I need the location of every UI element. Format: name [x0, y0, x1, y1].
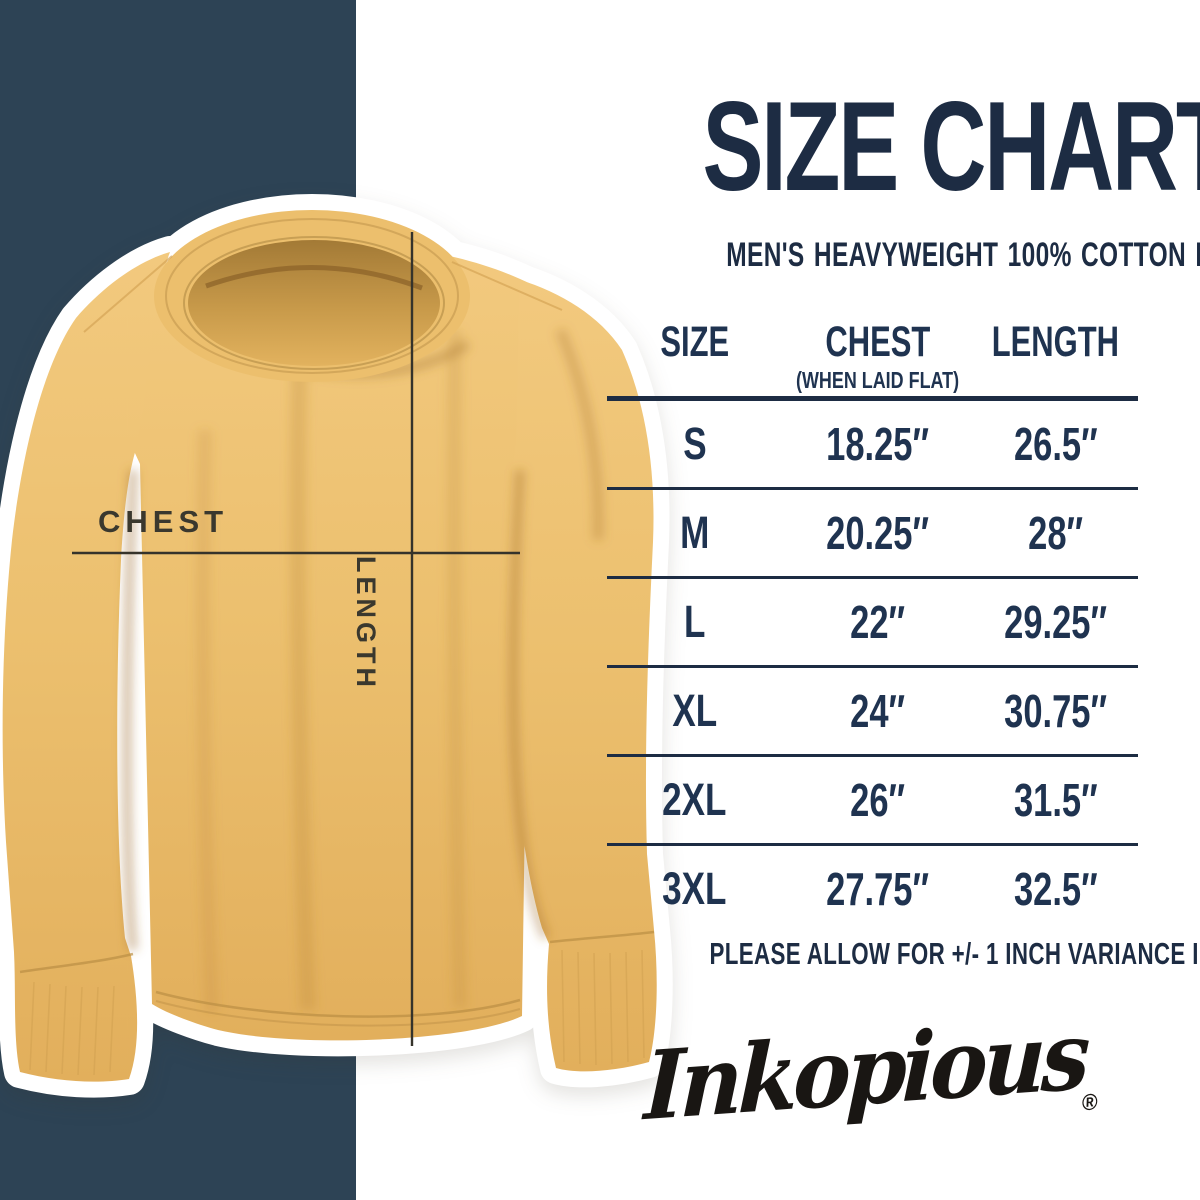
- collar-band-stitch-inner: [183, 236, 445, 370]
- table-row-xl: XL 24″ 30.75″: [607, 668, 1138, 757]
- shirt-photo: [2, 210, 657, 1082]
- page-subtitle: MEN'S HEAVYWEIGHT 100% COTTON LONG SLEEV…: [600, 236, 1200, 275]
- table-row-s: S 18.25″ 26.5″: [607, 401, 1138, 490]
- row-l-length: 29.25″: [1004, 596, 1108, 648]
- header-length-label: LENGTH: [992, 318, 1120, 366]
- size-table: SIZE CHEST (WHEN LAID FLAT) LENGTH S 18.…: [607, 308, 1138, 932]
- row-s-size: S: [682, 418, 707, 469]
- registered-trademark-icon: ®: [1081, 1088, 1098, 1116]
- cuff-ribs: [29, 949, 645, 1076]
- page-title: SIZE CHART: [600, 79, 1200, 213]
- row-2xl-length: 31.5″: [1013, 774, 1098, 826]
- chest-measure-label: CHEST: [98, 504, 229, 539]
- variance-note: PLEASE ALLOW FOR +/- 1 INCH VARIANCE IN …: [600, 936, 1200, 972]
- brand-logo-wordmark: Inkopious: [642, 1000, 1088, 1143]
- row-s-chest: 18.25″: [826, 418, 930, 470]
- size-table-rows: S 18.25″ 26.5″ M 20.25″ 28″ L 22″ 29.25″…: [607, 396, 1138, 932]
- back-neck-seam: [205, 265, 423, 291]
- row-m-size: M: [679, 507, 710, 558]
- row-xl-length: 30.75″: [1004, 685, 1108, 737]
- row-xl-size: XL: [672, 685, 718, 736]
- header-size-label: SIZE: [660, 318, 730, 366]
- row-3xl-size: 3XL: [662, 863, 727, 914]
- neck-opening: [188, 240, 440, 366]
- collar-band-stitch-outer: [165, 218, 459, 374]
- row-2xl-size: 2XL: [662, 774, 727, 825]
- shirt-left-sleeve: [2, 252, 170, 1082]
- row-m-chest: 20.25″: [826, 507, 930, 559]
- variance-note-text: PLEASE ALLOW FOR +/- 1 INCH VARIANCE IN …: [709, 936, 1200, 971]
- table-row-2xl: 2XL 26″ 31.5″: [607, 757, 1138, 846]
- header-length: LENGTH: [973, 308, 1138, 396]
- row-s-length: 26.5″: [1013, 418, 1098, 470]
- fabric-folds: [122, 328, 604, 1013]
- row-3xl-chest: 27.75″: [826, 863, 930, 915]
- row-2xl-chest: 26″: [850, 774, 906, 826]
- size-table-header: SIZE CHEST (WHEN LAID FLAT) LENGTH: [607, 308, 1138, 396]
- row-m-length: 28″: [1028, 507, 1084, 559]
- row-l-chest: 22″: [850, 596, 906, 648]
- page-subtitle-text: MEN'S HEAVYWEIGHT 100% COTTON LONG SLEEV…: [726, 236, 1200, 274]
- length-measure-label: LENGTH: [351, 556, 381, 691]
- brand-logo: Inkopious®: [600, 986, 1145, 1156]
- header-chest: CHEST (WHEN LAID FLAT): [782, 308, 973, 396]
- shirt-body-art: [2, 210, 657, 1082]
- row-3xl-length: 32.5″: [1013, 863, 1098, 915]
- brand-logo-text: Inkopious®: [642, 1001, 1103, 1142]
- shirt-right-sleeve: [507, 280, 657, 1072]
- seams: [19, 255, 655, 1027]
- table-row-m: M 20.25″ 28″: [607, 490, 1138, 579]
- page-title-text: SIZE CHART: [702, 75, 1200, 217]
- header-chest-label: CHEST: [825, 318, 931, 366]
- table-row-3xl: 3XL 27.75″ 32.5″: [607, 846, 1138, 932]
- header-chest-sublabel: (WHEN LAID FLAT): [796, 366, 960, 393]
- table-row-l: L 22″ 29.25″: [607, 579, 1138, 668]
- row-l-size: L: [683, 596, 706, 647]
- header-size: SIZE: [607, 308, 782, 396]
- row-xl-chest: 24″: [850, 685, 906, 737]
